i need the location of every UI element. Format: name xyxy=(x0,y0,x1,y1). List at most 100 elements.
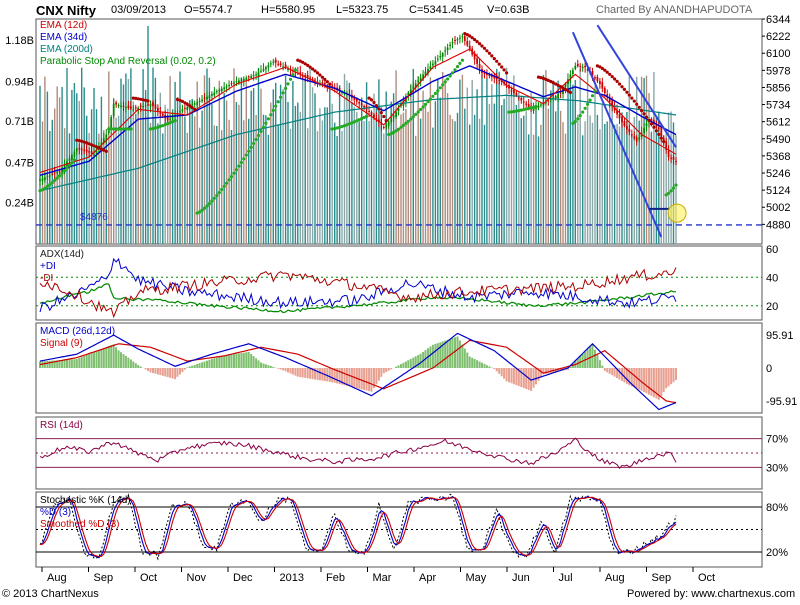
psar-dot xyxy=(146,99,149,102)
volume-bar xyxy=(530,93,531,245)
psar-dot xyxy=(105,150,108,153)
volume-bar xyxy=(513,75,514,244)
macd-histogram-bar xyxy=(255,358,257,368)
macd-histogram-bar xyxy=(329,368,331,382)
macd-histogram-bar xyxy=(464,349,466,369)
psar-dot xyxy=(439,86,442,89)
volume-bar xyxy=(484,125,485,244)
psar-dot xyxy=(569,91,572,94)
psar-dot xyxy=(589,99,592,102)
volume-bar xyxy=(567,80,568,244)
psar-dot xyxy=(377,107,380,110)
macd-histogram-bar xyxy=(476,360,478,368)
volume-bar xyxy=(66,68,67,244)
volume-bar xyxy=(580,69,581,244)
psar-dot xyxy=(574,120,577,123)
candle-body xyxy=(179,111,181,112)
macd-histogram-bar xyxy=(164,368,166,376)
macd-histogram-bar xyxy=(331,368,333,382)
volume-bar xyxy=(187,133,188,244)
macd-histogram-bar xyxy=(405,362,407,369)
candle-body xyxy=(39,180,41,181)
price-legend-item: EMA (200d) xyxy=(40,44,93,55)
macd-histogram-bar xyxy=(206,361,208,368)
psar-dot xyxy=(534,105,537,108)
candle-body xyxy=(435,61,437,64)
volume-bar xyxy=(538,136,539,244)
macd-histogram-bar xyxy=(235,354,237,368)
macd-histogram-bar xyxy=(137,365,139,368)
volume-bar xyxy=(508,96,509,244)
volume-bar xyxy=(241,77,242,244)
candle-body xyxy=(157,108,159,111)
macd-legend-item: Signal (9) xyxy=(40,338,83,349)
volume-bar xyxy=(619,127,620,244)
candle-body xyxy=(81,149,83,150)
rsi-tick-label: 30% xyxy=(766,462,788,474)
volume-bar xyxy=(464,109,465,244)
candle-body xyxy=(479,64,481,68)
macd-histogram-bar xyxy=(611,368,613,375)
psar-dot xyxy=(286,82,289,85)
candle-body xyxy=(113,104,115,116)
macd-histogram-bar xyxy=(390,368,392,369)
macd-histogram-bar xyxy=(221,356,223,368)
volume-bar xyxy=(317,131,318,244)
macd-histogram-bar xyxy=(417,355,419,368)
psar-dot xyxy=(422,105,425,108)
psar-dot xyxy=(476,40,479,43)
volume-bar xyxy=(278,125,279,244)
volume-bar xyxy=(440,98,441,244)
volume-bar xyxy=(251,91,252,244)
psar-dot xyxy=(380,111,383,114)
candle-body xyxy=(462,36,464,37)
macd-histogram-bar xyxy=(228,355,230,368)
macd-histogram-bar xyxy=(123,354,125,368)
candle-body xyxy=(447,48,449,50)
macd-histogram-bar xyxy=(285,368,287,371)
volume-bar xyxy=(332,104,333,244)
macd-histogram-bar xyxy=(179,368,181,374)
macd-histogram-bar xyxy=(204,362,206,369)
macd-histogram-bar xyxy=(407,360,409,368)
macd-histogram-bar xyxy=(594,350,596,368)
psar-dot xyxy=(259,130,262,133)
psar-dot xyxy=(500,65,503,68)
volume-bar xyxy=(270,103,271,244)
volume-bar xyxy=(430,77,431,244)
psar-dot xyxy=(473,38,476,41)
macd-histogram-bar xyxy=(78,358,80,368)
candle-body xyxy=(258,73,260,76)
macd-histogram-bar xyxy=(388,368,390,371)
candle-body xyxy=(631,134,633,135)
price-legend-item: EMA (12d) xyxy=(40,20,87,31)
volume-bar xyxy=(405,109,406,244)
macd-histogram-bar xyxy=(100,349,102,368)
macd-histogram-bar xyxy=(614,368,616,377)
volume-bar xyxy=(472,80,473,244)
volume-bar xyxy=(341,131,342,244)
rsi-tick-label: 70% xyxy=(766,434,788,446)
candle-body xyxy=(464,36,466,41)
macd-histogram-bar xyxy=(147,368,149,371)
volume-bar xyxy=(339,85,340,244)
adx-tick-label: 20 xyxy=(766,301,778,313)
volume-bar xyxy=(408,122,409,244)
candle-body xyxy=(673,157,675,160)
macd-histogram-bar xyxy=(44,361,46,368)
psar-dot xyxy=(51,181,54,184)
candle-body xyxy=(49,175,51,176)
volume-bar xyxy=(602,104,603,244)
psar-dot xyxy=(493,57,496,60)
macd-histogram-bar xyxy=(466,353,468,369)
psar-dot xyxy=(650,122,653,125)
candle-body xyxy=(555,96,557,98)
psar-dot xyxy=(237,165,240,168)
volume-bar xyxy=(378,79,379,244)
volume-bar xyxy=(467,88,468,244)
macd-histogram-bar xyxy=(174,368,176,379)
volume-bar xyxy=(427,112,428,244)
candle-body xyxy=(253,75,255,76)
candle-body xyxy=(466,41,468,46)
